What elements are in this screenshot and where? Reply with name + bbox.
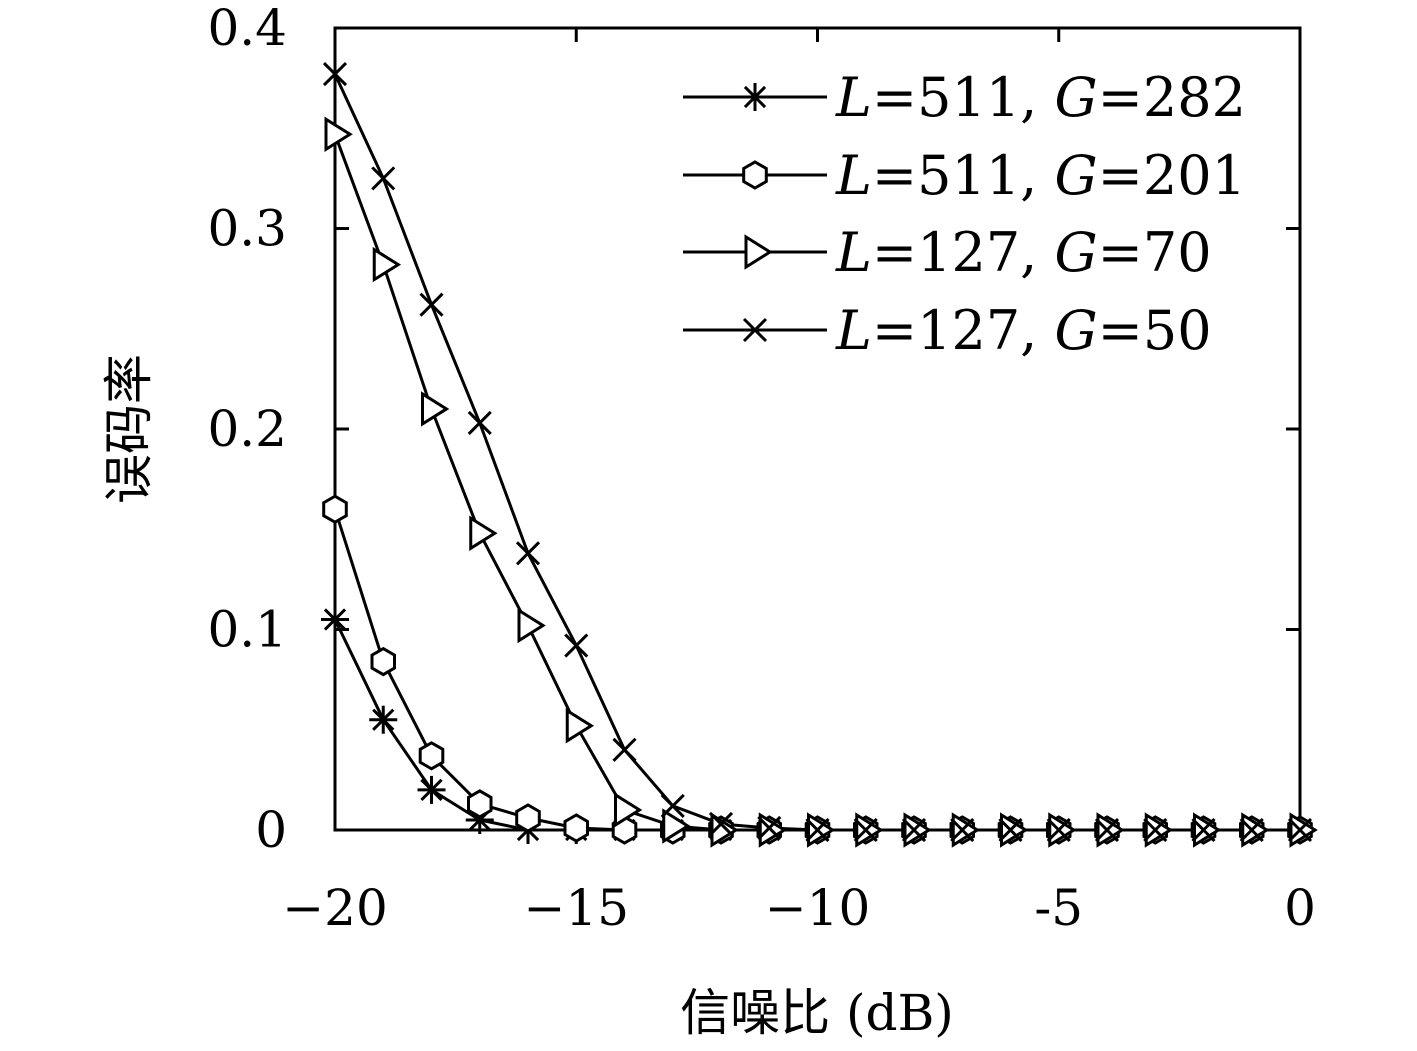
series-4-point — [419, 292, 444, 317]
x-tick-label: −15 — [523, 879, 629, 937]
legend-label: L=127, G=50 — [835, 299, 1212, 362]
series-4-point — [1287, 817, 1313, 843]
series-3-point — [662, 808, 691, 844]
series-4-point — [612, 737, 637, 762]
series-3-point — [807, 812, 836, 848]
legend: L=511, G=282 L=511, G=201 L=127, G=70 L=127… — [683, 66, 1246, 362]
y-tick-label: 0.4 — [207, 0, 287, 57]
series-4-point — [322, 62, 348, 87]
series-4-point — [901, 817, 927, 843]
series-2-point — [467, 789, 493, 819]
y-axis-title: 误码率 — [100, 354, 158, 504]
series-3-point — [517, 607, 546, 644]
series-4-point — [1239, 817, 1264, 843]
series-3-point — [855, 812, 884, 848]
series-4-point — [708, 811, 734, 837]
series-4-point — [564, 633, 589, 658]
series-1-point — [321, 605, 349, 634]
series-4-point — [371, 166, 396, 191]
x-tick-label: -5 — [1034, 879, 1083, 937]
series-3-point — [614, 792, 643, 828]
series-2-point — [322, 494, 348, 524]
series-1-point — [369, 705, 398, 734]
series-4-point — [1094, 817, 1120, 843]
series-3-point — [951, 812, 981, 848]
series-4-point — [1143, 817, 1168, 843]
series-3-point — [1048, 812, 1077, 848]
legend-marker — [742, 317, 768, 343]
x-tick-labels: −20 −15 −10 -5 0 — [282, 879, 1316, 937]
x-tick-label: 0 — [1284, 879, 1316, 937]
y-tick-label: 0.3 — [207, 200, 287, 258]
series-3-point — [1193, 812, 1222, 848]
series-3-point — [372, 246, 402, 283]
legend-item: L=127, G=70 — [683, 221, 1212, 284]
series-3-point — [903, 812, 932, 848]
series-2-point — [515, 803, 541, 833]
series-3-point — [1289, 812, 1318, 848]
series-3-point — [1096, 812, 1125, 848]
series-4-point — [998, 817, 1023, 843]
legend-marker — [742, 160, 768, 190]
series-4-point — [757, 815, 782, 841]
legend-marker — [744, 234, 773, 270]
y-tick-label: 0.1 — [207, 601, 287, 659]
legend-label: L=127, G=70 — [835, 221, 1212, 284]
x-tick-label: −10 — [765, 879, 871, 937]
series-1-point — [417, 775, 446, 804]
legend-label: L=511, G=201 — [835, 144, 1246, 207]
series-3-point — [1144, 812, 1174, 848]
x-axis-title: 信噪比 (dB) — [680, 984, 954, 1042]
y-tick-labels: 0 0.1 0.2 0.3 0.4 — [207, 0, 287, 859]
series-3-point — [421, 391, 450, 427]
legend-marker — [741, 83, 769, 111]
series-4-point — [1191, 817, 1216, 843]
y-tick-label: 0 — [255, 801, 287, 859]
series-3-point — [565, 708, 595, 744]
legend-item: L=127, G=50 — [683, 299, 1212, 362]
series-4-point — [660, 793, 685, 819]
series-4-point — [950, 817, 975, 843]
series-4-point — [805, 817, 830, 843]
legend-item: L=511, G=201 — [683, 144, 1246, 207]
series-4-point — [1046, 817, 1071, 843]
y-tick-label: 0.2 — [207, 400, 287, 458]
series-3-point — [1000, 812, 1029, 848]
series-3-point — [1241, 812, 1270, 848]
legend-item: L=511, G=282 — [683, 66, 1246, 129]
series-2-point — [370, 646, 396, 677]
series-3-point — [469, 515, 498, 551]
x-tick-label: −20 — [282, 879, 388, 937]
series-3-point — [324, 116, 353, 152]
series-4-point — [467, 410, 492, 436]
series-2-point — [418, 741, 445, 771]
series-markers — [321, 62, 1318, 848]
series-2-point — [563, 813, 589, 843]
series-4-point — [853, 817, 878, 843]
series-line-2 — [333, 508, 1300, 832]
legend-label: L=511, G=282 — [835, 66, 1246, 129]
series-4-point — [515, 541, 541, 566]
